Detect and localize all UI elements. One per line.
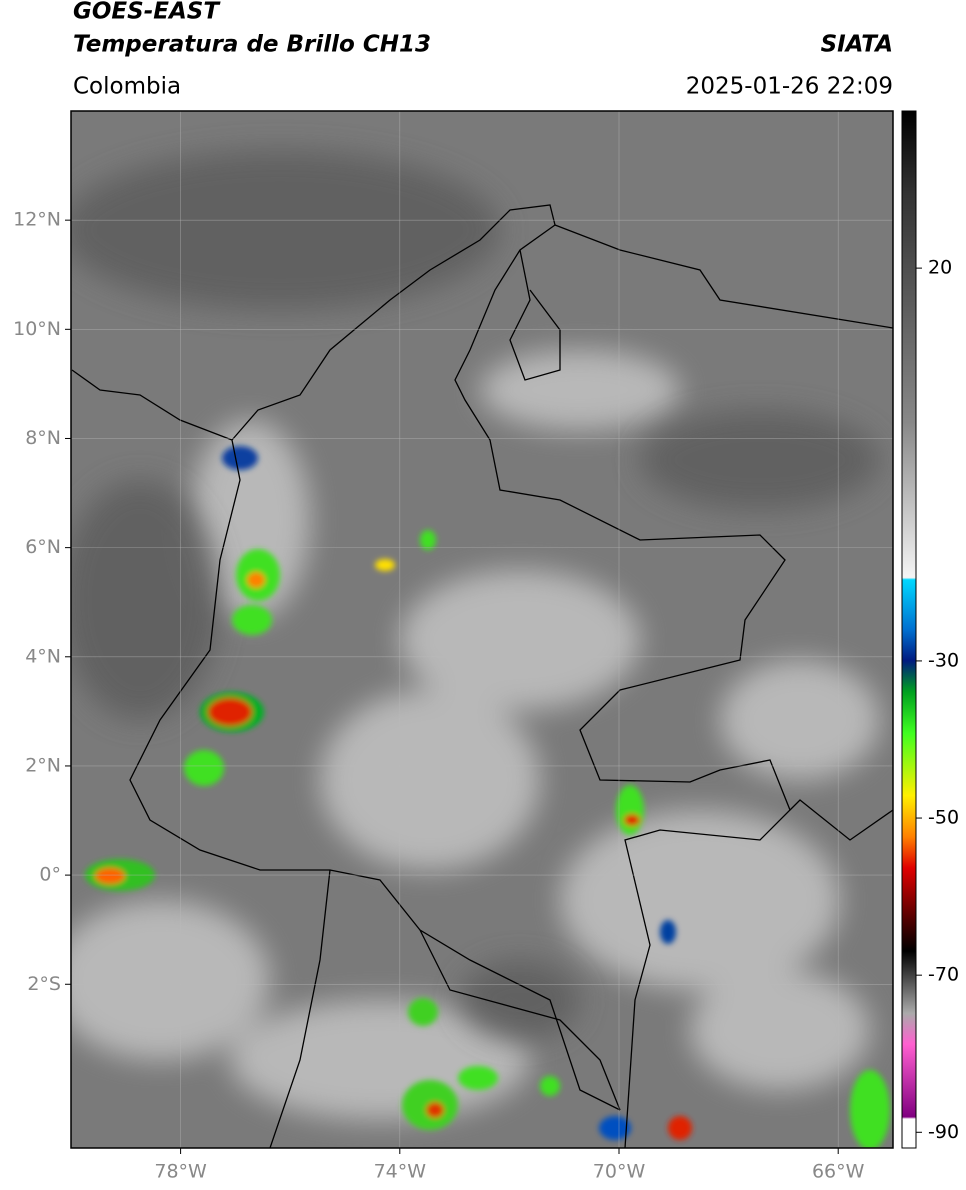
source: SIATA	[821, 32, 893, 58]
x-tick-label: 78°W	[154, 1161, 207, 1183]
y-tick-label: 2°S	[27, 973, 61, 995]
y-tick-label: 2°N	[25, 754, 61, 776]
datetime: 2025-01-26 22:09	[686, 74, 893, 100]
x-tick-label: 70°W	[593, 1161, 646, 1183]
y-tick-label: 10°N	[13, 318, 61, 340]
satellite-image	[71, 111, 893, 1148]
colorbar-label: -70	[928, 964, 959, 986]
colorbar-label: -30	[928, 649, 959, 671]
region: Colombia	[73, 74, 181, 100]
map-frame	[70, 110, 894, 1149]
colorbar-label: -90	[928, 1121, 959, 1143]
subtitle: Temperatura de Brillo CH13	[73, 32, 431, 58]
y-tick-label: 0°	[39, 864, 61, 886]
y-tick-label: 4°N	[25, 645, 61, 667]
y-tick-label: 8°N	[25, 427, 61, 449]
title: GOES-EAST	[73, 0, 221, 25]
grid	[71, 111, 893, 1148]
colorbar-label: -50	[928, 807, 959, 829]
colorbar	[901, 110, 917, 1149]
y-tick-label: 12°N	[13, 209, 61, 231]
x-tick-label: 66°W	[812, 1161, 865, 1183]
x-tick-label: 74°W	[374, 1161, 427, 1183]
y-tick-label: 6°N	[25, 536, 61, 558]
colorbar-label: 20	[928, 257, 952, 279]
